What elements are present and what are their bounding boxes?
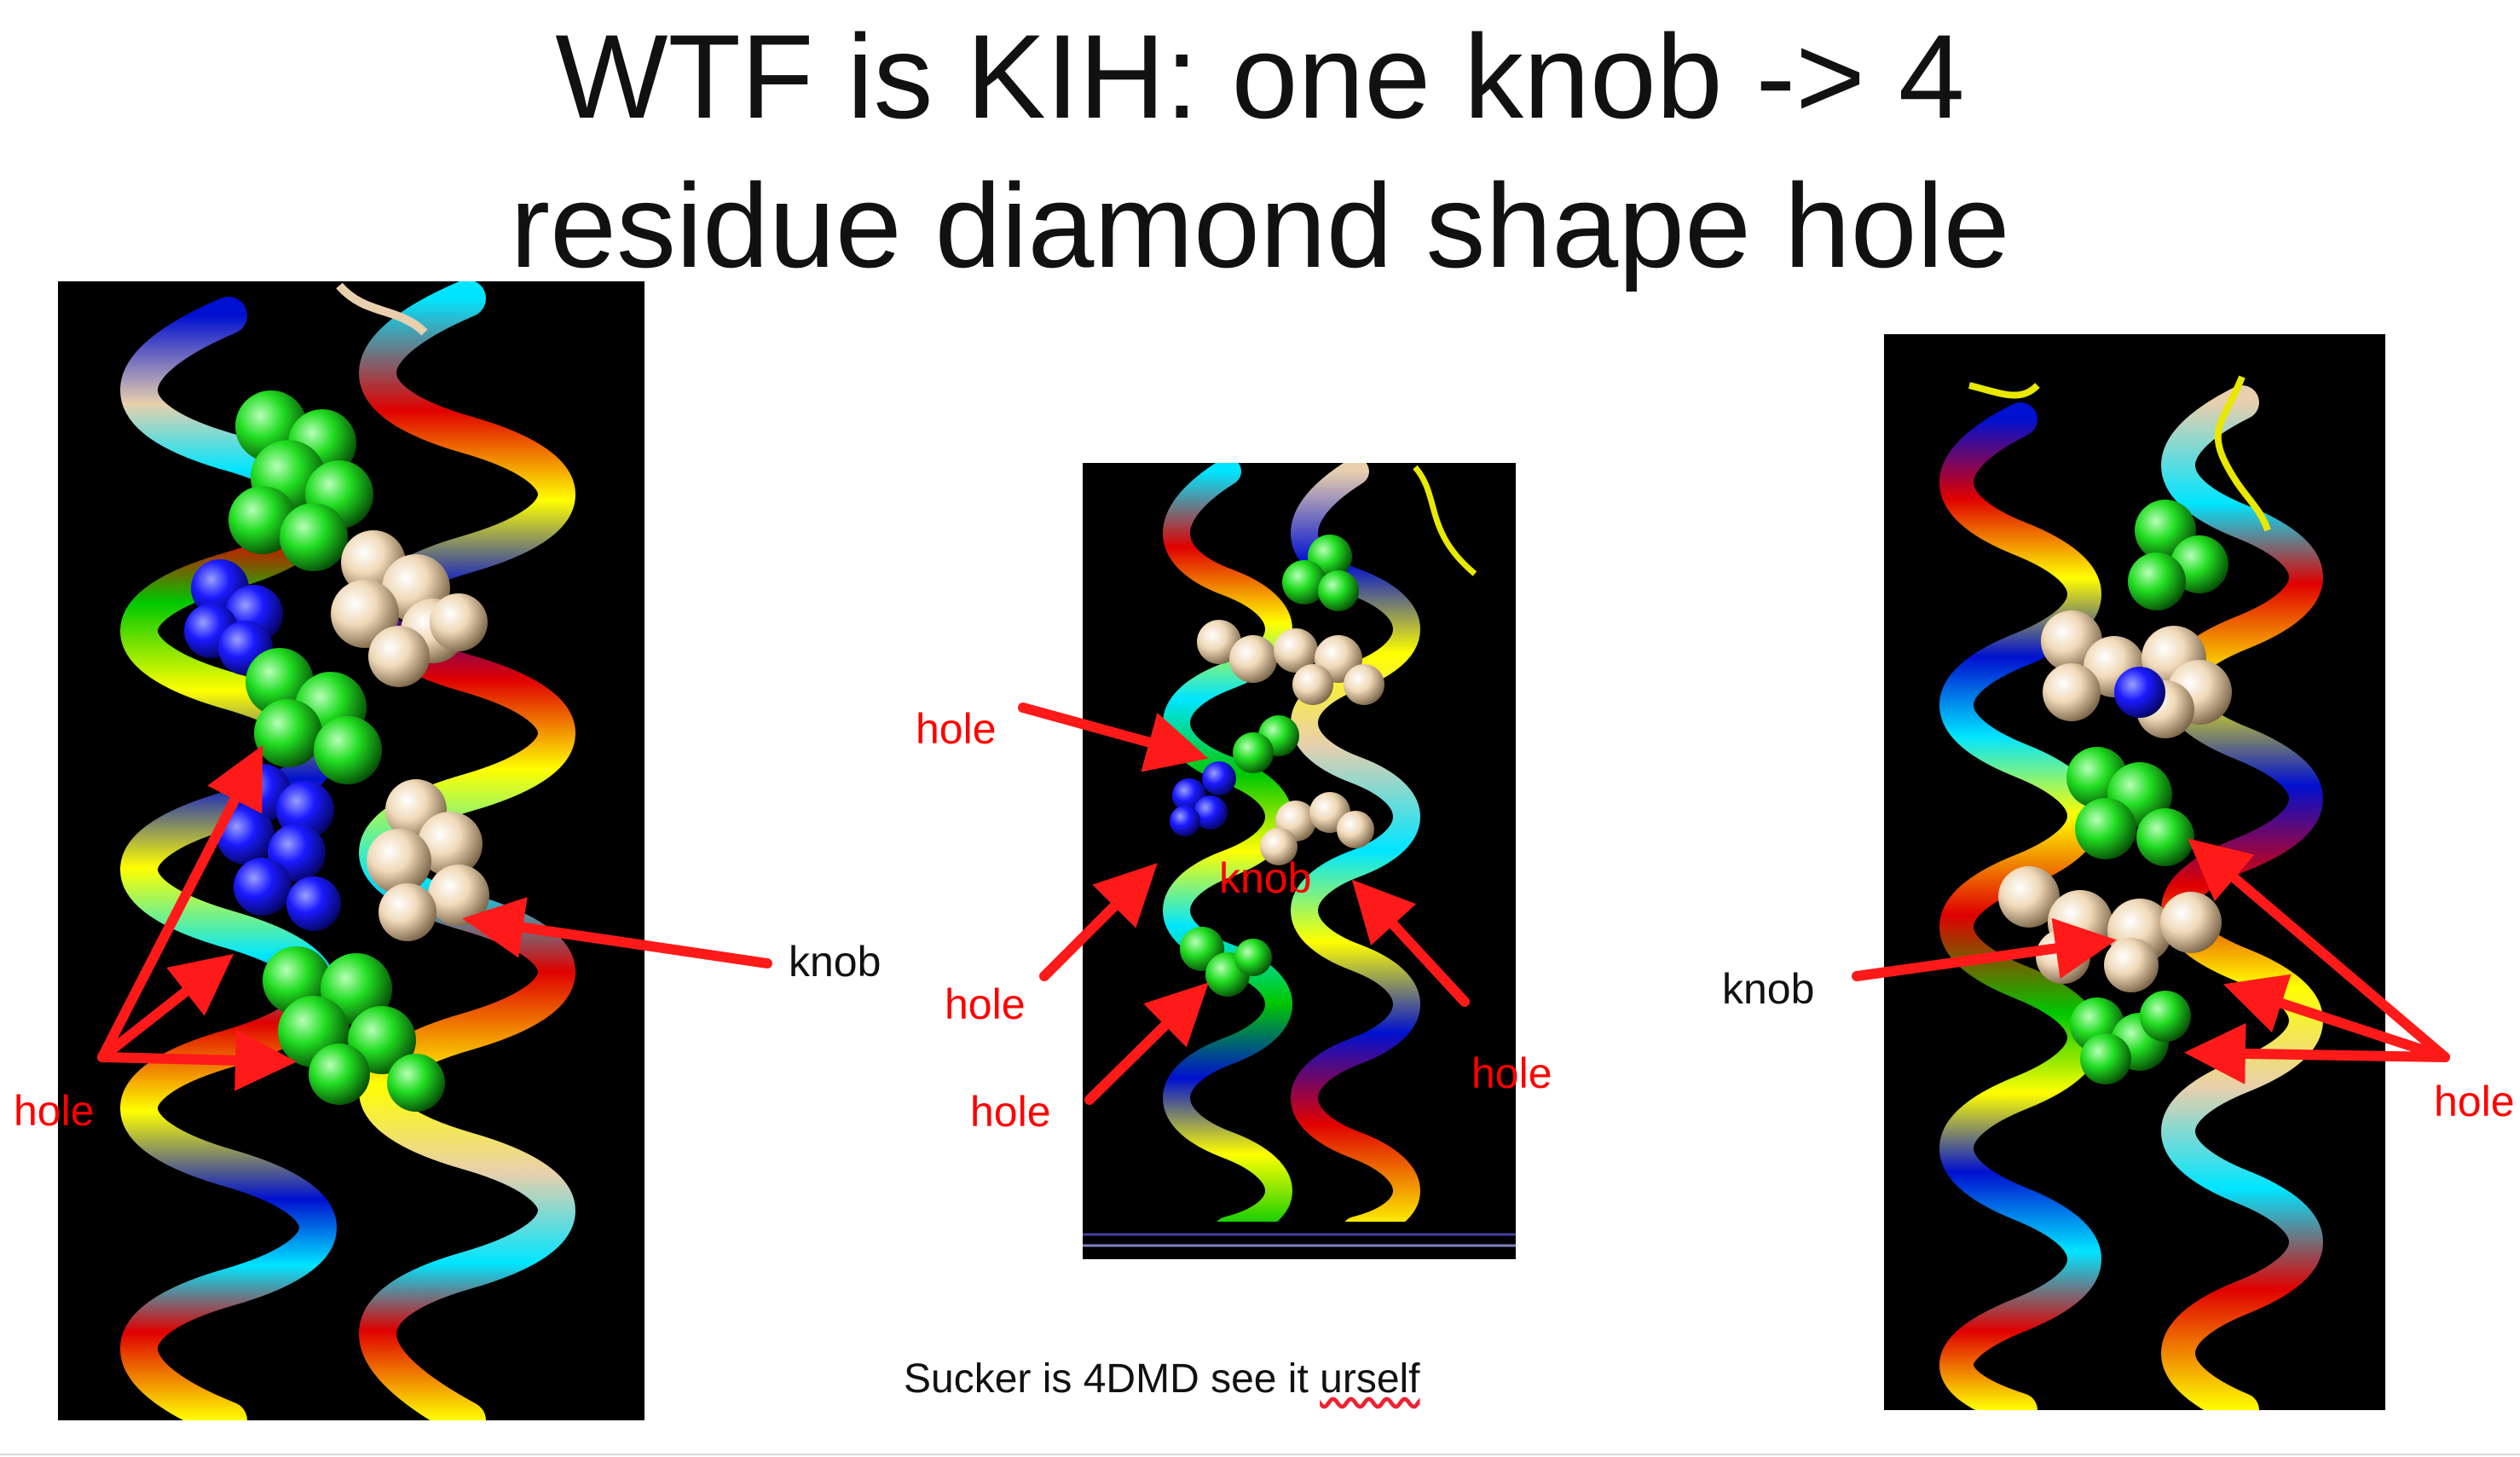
right-structure-image [1884, 334, 2385, 1410]
middle-hole-top-label: hole [916, 705, 997, 753]
right-hole-label: hole [2434, 1078, 2515, 1125]
left-hole-label: hole [14, 1087, 95, 1135]
right-knob-label: knob [1722, 965, 1815, 1013]
left-knob-label: knob [789, 938, 881, 986]
middle-helix-render [1083, 463, 1516, 1259]
title-line-1: WTF is KIH: one knob -> 4 [555, 9, 1965, 143]
right-helix-render [1939, 375, 2323, 1410]
caption: Sucker is 4DMD see it urself [904, 1356, 1420, 1402]
caption-underlined-word: urself [1320, 1356, 1420, 1402]
middle-knob-label: knob [1219, 854, 1312, 902]
left-structure-image [58, 281, 644, 1420]
title-line-2: residue diamond shape hole [510, 159, 2010, 292]
middle-structure-image [1083, 463, 1516, 1259]
middle-hole-left-label: hole [945, 980, 1026, 1028]
left-helix-render [120, 281, 575, 1420]
caption-text: Sucker is 4DMD see it [904, 1356, 1321, 1402]
bottom-divider [0, 1454, 2520, 1455]
middle-hole-right-label: hole [1471, 1049, 1552, 1097]
slide-title: WTF is KIH: one knob -> 4 residue diamon… [0, 2, 2520, 300]
middle-hole-bottom-label: hole [970, 1088, 1051, 1136]
